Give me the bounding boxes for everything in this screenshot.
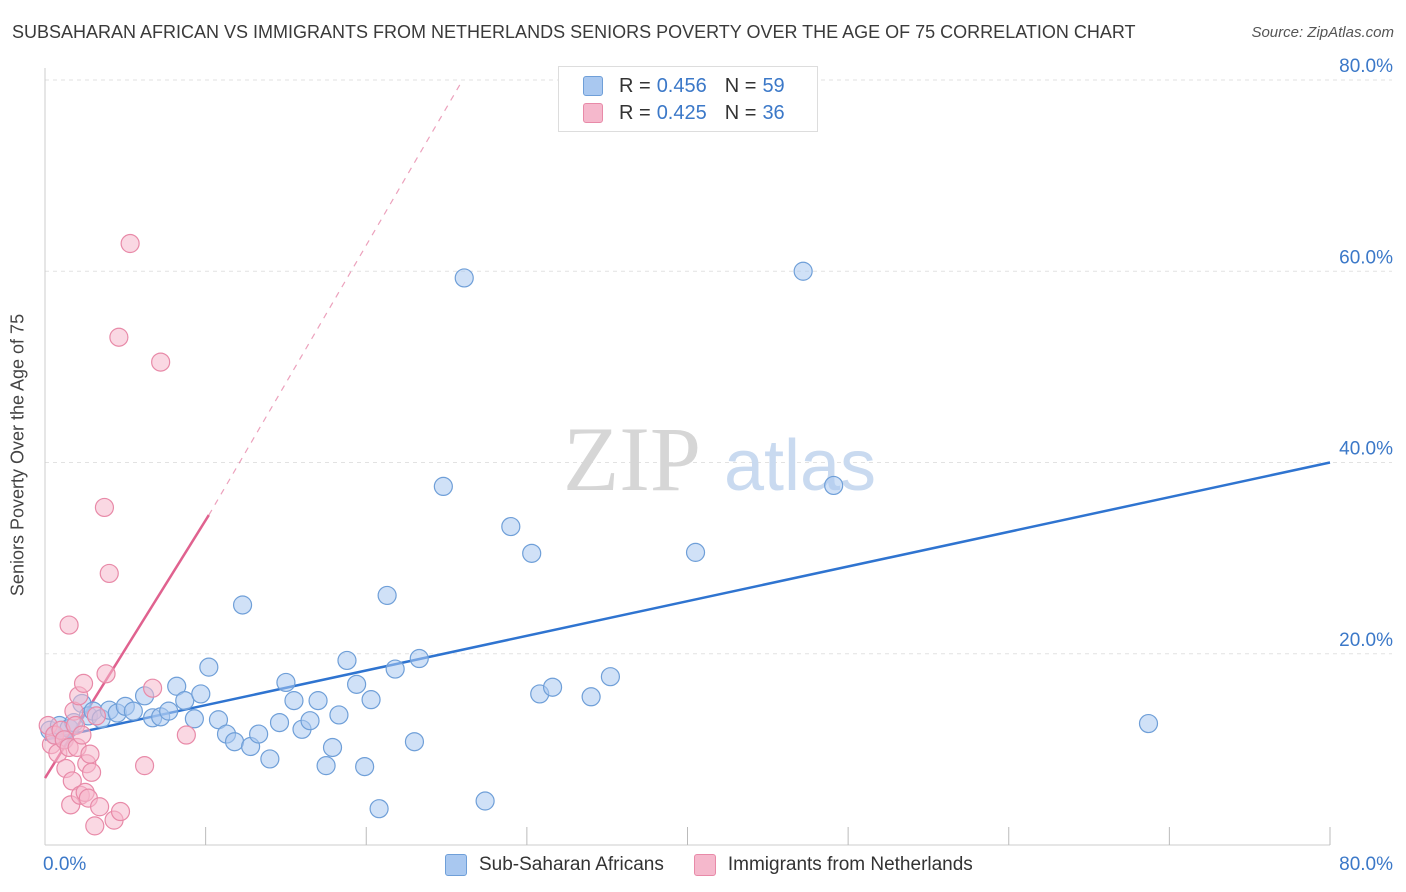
blue-data-point	[329, 705, 349, 725]
watermark-zip: ZIP	[563, 408, 701, 510]
blue-data-point	[322, 737, 343, 758]
series-legend: Sub-Saharan Africans Immigrants from Net…	[445, 852, 1003, 878]
blue-data-point	[581, 687, 601, 707]
correlation-legend: R = 0.456 N = 59 R = 0.425 N = 36	[558, 66, 818, 132]
pink-data-point	[143, 678, 163, 698]
y-tick-label: 20.0%	[1339, 630, 1393, 651]
blue-data-point	[1138, 713, 1159, 734]
y-axis-label: Seniors Poverty Over the Age of 75	[7, 313, 28, 597]
blue-data-point	[361, 690, 381, 710]
pink-data-point	[62, 771, 82, 791]
blue-data-point	[284, 691, 304, 711]
blue-data-point	[308, 691, 328, 711]
pink-data-point	[59, 615, 79, 635]
r-value: 0.456	[656, 74, 707, 97]
y-tick-label: 40.0%	[1339, 439, 1393, 460]
chart-title: SUBSAHARAN AFRICAN VS IMMIGRANTS FROM NE…	[12, 22, 1136, 42]
pink-data-point	[176, 725, 196, 745]
pink-data-point	[85, 816, 105, 836]
blue-data-point	[542, 677, 563, 697]
r-label: R =	[619, 101, 651, 124]
y-tick-label: 60.0%	[1339, 247, 1393, 268]
blue-data-point	[501, 516, 521, 537]
blue-data-point	[199, 657, 219, 677]
blue-data-point	[355, 756, 375, 777]
blue-data-point	[249, 724, 269, 744]
legend-item-sub-saharan: Sub-Saharan Africans	[445, 854, 664, 876]
legend-swatch-blue	[445, 854, 467, 876]
x-tick-label: 80.0%	[1339, 854, 1393, 875]
legend-item-netherlands: Immigrants from Netherlands	[693, 854, 973, 876]
r-value: 0.425	[656, 101, 707, 124]
blue-data-point	[685, 542, 706, 562]
n-value: 36	[762, 101, 785, 124]
blue-data-point	[208, 710, 229, 730]
pink-data-point	[86, 706, 107, 726]
blue-data-point	[167, 676, 187, 696]
watermark: ZIP atlas	[563, 408, 876, 510]
pink-data-point	[110, 801, 131, 822]
source-label: Source: ZipAtlas.com	[1251, 24, 1394, 41]
blue-data-point	[369, 799, 389, 819]
legend-row-blue: R = 0.456 N = 59	[583, 73, 785, 99]
blue-data-point	[232, 595, 253, 615]
pink-data-point	[80, 744, 100, 764]
legend-row-pink: R = 0.425 N = 36	[583, 100, 785, 126]
n-label: N =	[724, 74, 757, 97]
pink-data-point	[151, 352, 171, 372]
blue-data-point	[522, 543, 542, 563]
blue-data-point	[347, 674, 367, 694]
blue-data-point	[824, 475, 844, 496]
legend-swatch-blue	[583, 76, 603, 96]
blue-data-point	[404, 732, 425, 752]
pink-data-point	[96, 664, 116, 684]
blue-data-point	[793, 261, 813, 281]
blue-data-point	[316, 756, 336, 776]
pink-data-point	[120, 233, 140, 254]
blue-data-point	[385, 659, 405, 679]
blue-data-point	[175, 691, 195, 711]
y-tick-label: 80.0%	[1339, 56, 1393, 77]
gridlines	[45, 79, 1392, 655]
legend-swatch-pink	[693, 854, 716, 876]
pink-data-point	[134, 756, 155, 776]
blue-data-point	[409, 648, 429, 669]
pink-data-point	[81, 762, 102, 782]
pink-trend-extension	[208, 79, 464, 516]
data-points	[38, 233, 1159, 836]
blue-data-point	[224, 732, 245, 752]
pink-data-point	[99, 563, 119, 584]
watermark-atlas: atlas	[724, 426, 876, 506]
axes	[44, 68, 1331, 846]
pink-data-point	[109, 327, 129, 347]
pink-data-point	[94, 497, 115, 518]
legend-swatch-pink	[583, 103, 603, 123]
legend-label: Sub-Saharan Africans	[479, 854, 664, 875]
blue-data-point	[337, 650, 357, 671]
n-label: N =	[724, 101, 757, 124]
pink-data-point	[73, 673, 94, 693]
blue-data-point	[260, 749, 280, 769]
blue-trend-line	[44, 461, 1331, 742]
blue-data-point	[184, 709, 204, 729]
legend-label: Immigrants from Netherlands	[727, 854, 973, 875]
blue-data-point	[269, 712, 290, 733]
r-label: R =	[619, 74, 651, 97]
tick-labels: 20.0% 40.0% 60.0% 80.0% 0.0% 80.0%	[43, 56, 1393, 875]
pink-data-point	[90, 797, 110, 817]
blue-data-point	[454, 268, 474, 288]
blue-data-point	[191, 684, 211, 704]
blue-data-point	[377, 585, 397, 606]
n-value: 59	[762, 74, 785, 97]
x-tick-label: 0.0%	[43, 854, 86, 875]
blue-data-point	[276, 672, 296, 693]
blue-data-point	[600, 667, 621, 687]
blue-data-point	[433, 476, 453, 497]
pink-data-point	[72, 725, 92, 745]
blue-data-point	[300, 711, 320, 731]
blue-data-point	[123, 701, 143, 721]
blue-data-point	[159, 701, 179, 721]
blue-data-point	[475, 791, 495, 811]
